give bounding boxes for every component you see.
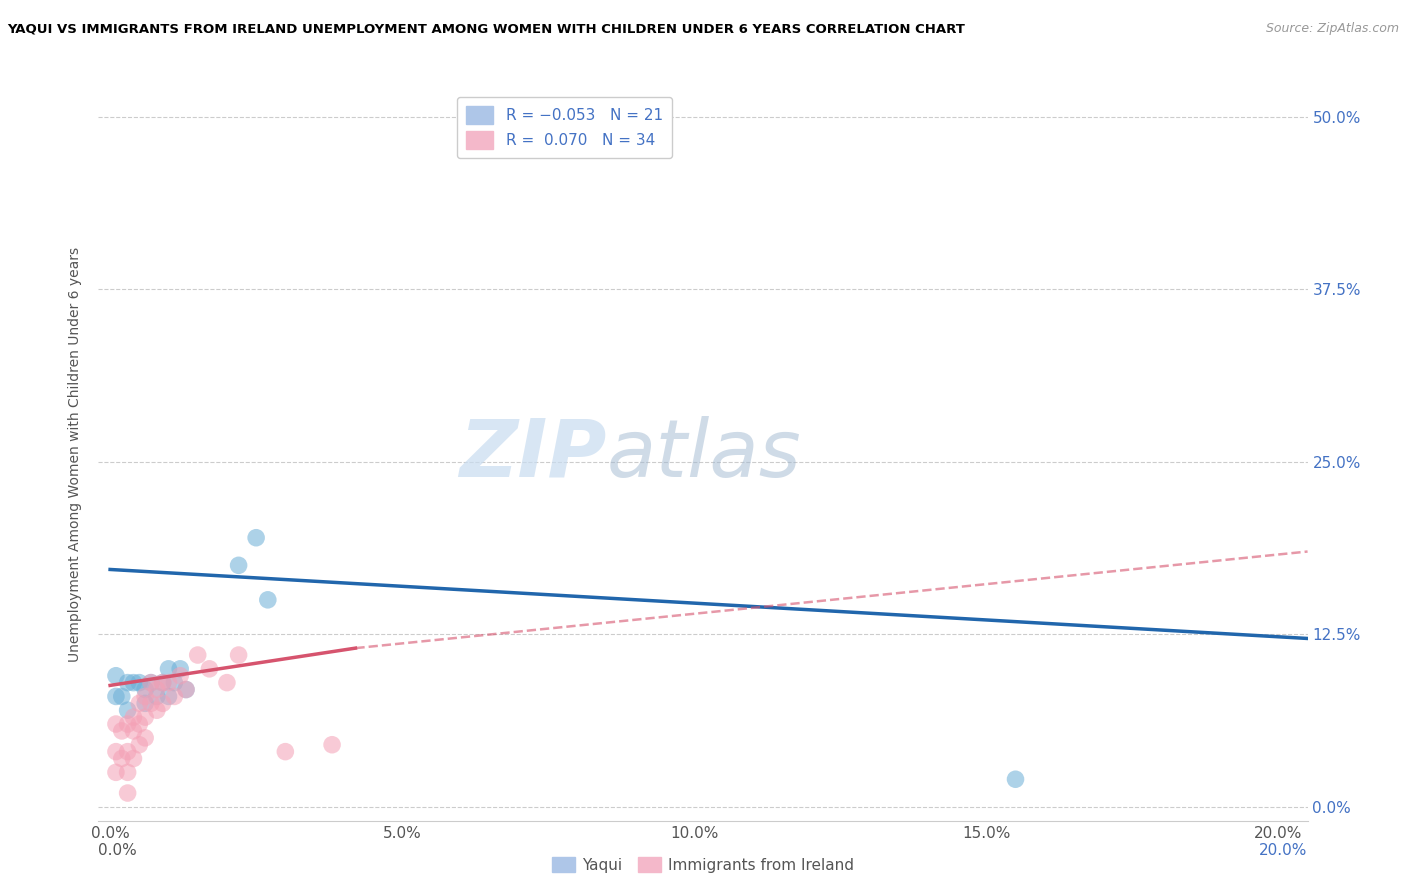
Point bbox=[321, 738, 343, 752]
Point bbox=[104, 745, 127, 759]
Point bbox=[128, 696, 150, 710]
Point bbox=[245, 531, 267, 545]
Point bbox=[152, 696, 174, 710]
Point bbox=[104, 669, 127, 683]
Y-axis label: Unemployment Among Women with Children Under 6 years: Unemployment Among Women with Children U… bbox=[69, 247, 83, 663]
Point bbox=[146, 690, 169, 704]
Point bbox=[128, 675, 150, 690]
Point bbox=[117, 675, 139, 690]
Point bbox=[139, 675, 162, 690]
Point bbox=[111, 723, 134, 738]
Point bbox=[1004, 772, 1026, 787]
Point bbox=[228, 558, 250, 573]
Point bbox=[134, 731, 156, 745]
Point bbox=[128, 738, 150, 752]
Point bbox=[152, 675, 174, 690]
Text: atlas: atlas bbox=[606, 416, 801, 494]
Point bbox=[139, 675, 162, 690]
Point bbox=[128, 717, 150, 731]
Point bbox=[117, 703, 139, 717]
Text: Source: ZipAtlas.com: Source: ZipAtlas.com bbox=[1265, 22, 1399, 36]
Point bbox=[122, 751, 145, 765]
Point bbox=[117, 745, 139, 759]
Point bbox=[117, 786, 139, 800]
Point bbox=[104, 765, 127, 780]
Point bbox=[146, 682, 169, 697]
Point bbox=[274, 745, 297, 759]
Point bbox=[134, 696, 156, 710]
Point bbox=[169, 662, 191, 676]
Point bbox=[157, 675, 180, 690]
Point bbox=[134, 710, 156, 724]
Point bbox=[122, 723, 145, 738]
Legend: Yaqui, Immigrants from Ireland: Yaqui, Immigrants from Ireland bbox=[546, 851, 860, 879]
Point bbox=[111, 690, 134, 704]
Text: 0.0%: 0.0% bbox=[98, 843, 138, 858]
Point bbox=[157, 662, 180, 676]
Text: YAQUI VS IMMIGRANTS FROM IRELAND UNEMPLOYMENT AMONG WOMEN WITH CHILDREN UNDER 6 : YAQUI VS IMMIGRANTS FROM IRELAND UNEMPLO… bbox=[7, 22, 965, 36]
Point bbox=[134, 690, 156, 704]
Point bbox=[198, 662, 221, 676]
Point bbox=[134, 682, 156, 697]
Point bbox=[256, 592, 278, 607]
Point bbox=[228, 648, 250, 662]
Point bbox=[163, 675, 186, 690]
Point bbox=[139, 696, 162, 710]
Point bbox=[104, 717, 127, 731]
Point bbox=[163, 690, 186, 704]
Point bbox=[117, 717, 139, 731]
Point bbox=[187, 648, 209, 662]
Point bbox=[215, 675, 238, 690]
Point bbox=[157, 690, 180, 704]
Point bbox=[122, 675, 145, 690]
Point bbox=[152, 675, 174, 690]
Point bbox=[146, 703, 169, 717]
Point bbox=[169, 669, 191, 683]
Text: ZIP: ZIP bbox=[458, 416, 606, 494]
Point bbox=[174, 682, 197, 697]
Point bbox=[104, 690, 127, 704]
Point bbox=[117, 765, 139, 780]
Point bbox=[174, 682, 197, 697]
Point bbox=[122, 710, 145, 724]
Text: 20.0%: 20.0% bbox=[1260, 843, 1308, 858]
Point bbox=[111, 751, 134, 765]
